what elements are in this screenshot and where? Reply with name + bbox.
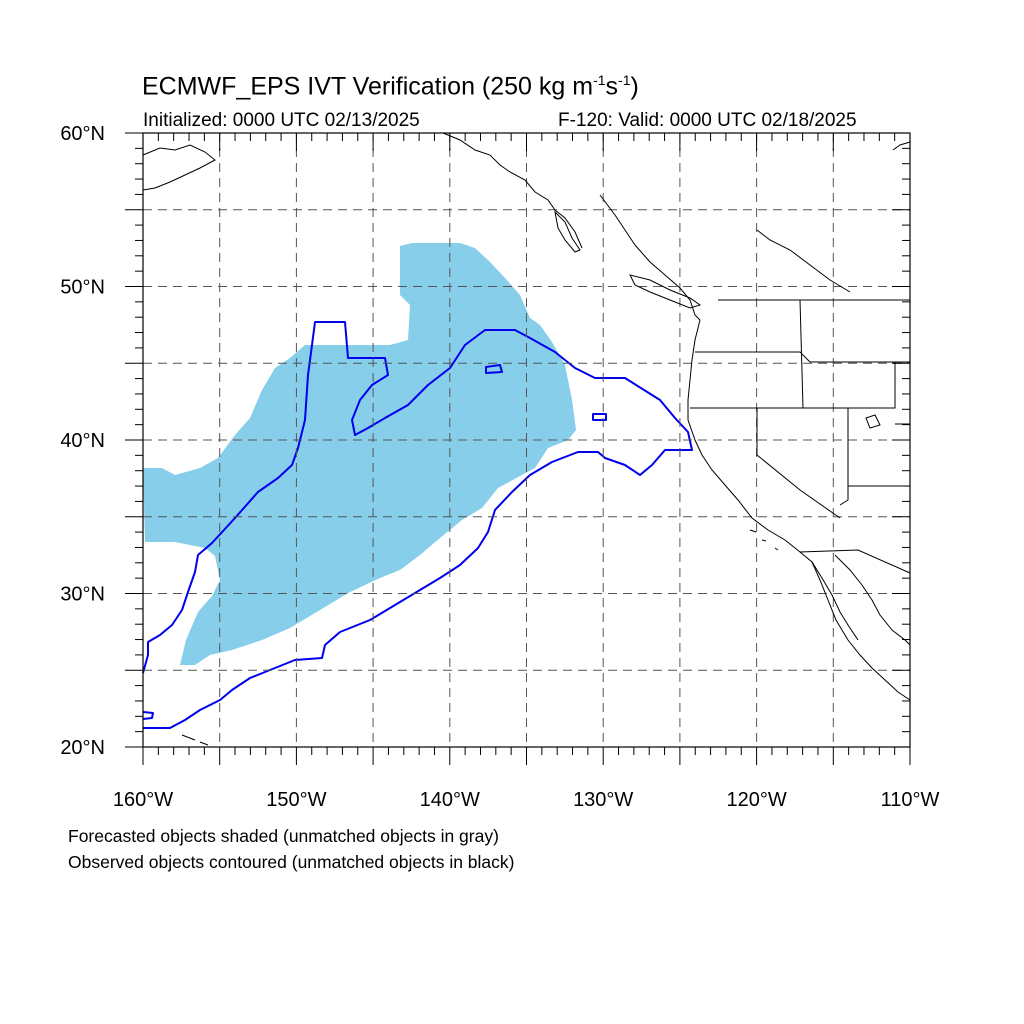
x-axis-label: 110°W (881, 789, 940, 811)
haida-gwaii (554, 210, 581, 253)
y-axis-label: 40°N (60, 430, 105, 452)
or-ca-border (690, 361, 910, 409)
hawaii-islands (181, 734, 209, 746)
alaska-coast (142, 144, 216, 191)
or-wa-border (695, 351, 910, 363)
y-axis-label: 30°N (60, 584, 105, 606)
footer-note-observed: Observed objects contoured (unmatched ob… (68, 852, 515, 872)
observed-object-outer (142, 321, 693, 729)
coastlines (142, 132, 911, 746)
x-axis-label: 130°W (573, 789, 633, 811)
footer-note-forecast: Forecasted objects shaded (unmatched obj… (68, 826, 499, 846)
x-axis-label: 160°W (113, 789, 173, 811)
observed-ivt-contours (142, 321, 693, 729)
x-axis-label: 140°W (420, 789, 480, 811)
x-axis-label: 120°W (726, 789, 786, 811)
gulf-of-california (834, 554, 911, 646)
observed-object-small-2 (592, 413, 607, 421)
alaska-panhandle-coast (442, 132, 583, 249)
y-axis-label: 50°N (60, 277, 105, 299)
y-axis-label: 60°N (60, 123, 105, 145)
nw-coast-small (892, 141, 911, 151)
valid-time: F-120: Valid: 0000 UTC 02/18/2025 (558, 110, 857, 131)
observed-object-small-1 (485, 364, 503, 374)
us-west-coast (687, 319, 859, 641)
us-mexico-border (799, 549, 911, 574)
bc-coast (599, 194, 701, 321)
great-salt-lake (865, 414, 881, 429)
forecast-ivt-object (143, 243, 576, 665)
channel-islands (749, 529, 779, 551)
plot-title: ECMWF_EPS IVT Verification (250 kg m-1s-… (142, 72, 639, 101)
axis-labels: 60°N 50°N 40°N 30°N 20°N 160°W 150°W 140°W 130°W… (60, 123, 939, 811)
nv-az-border (839, 408, 849, 506)
vancouver-island (629, 274, 702, 309)
x-axis-label: 150°W (266, 789, 326, 811)
canada-coast-east (756, 229, 851, 293)
idaho-border (799, 299, 804, 409)
observed-object-small-3 (142, 711, 154, 720)
baja-peninsula (811, 561, 911, 701)
initialized-time: Initialized: 0000 UTC 02/13/2025 (143, 110, 420, 131)
ca-nv-border (756, 408, 841, 519)
y-axis-label: 20°N (60, 737, 105, 759)
